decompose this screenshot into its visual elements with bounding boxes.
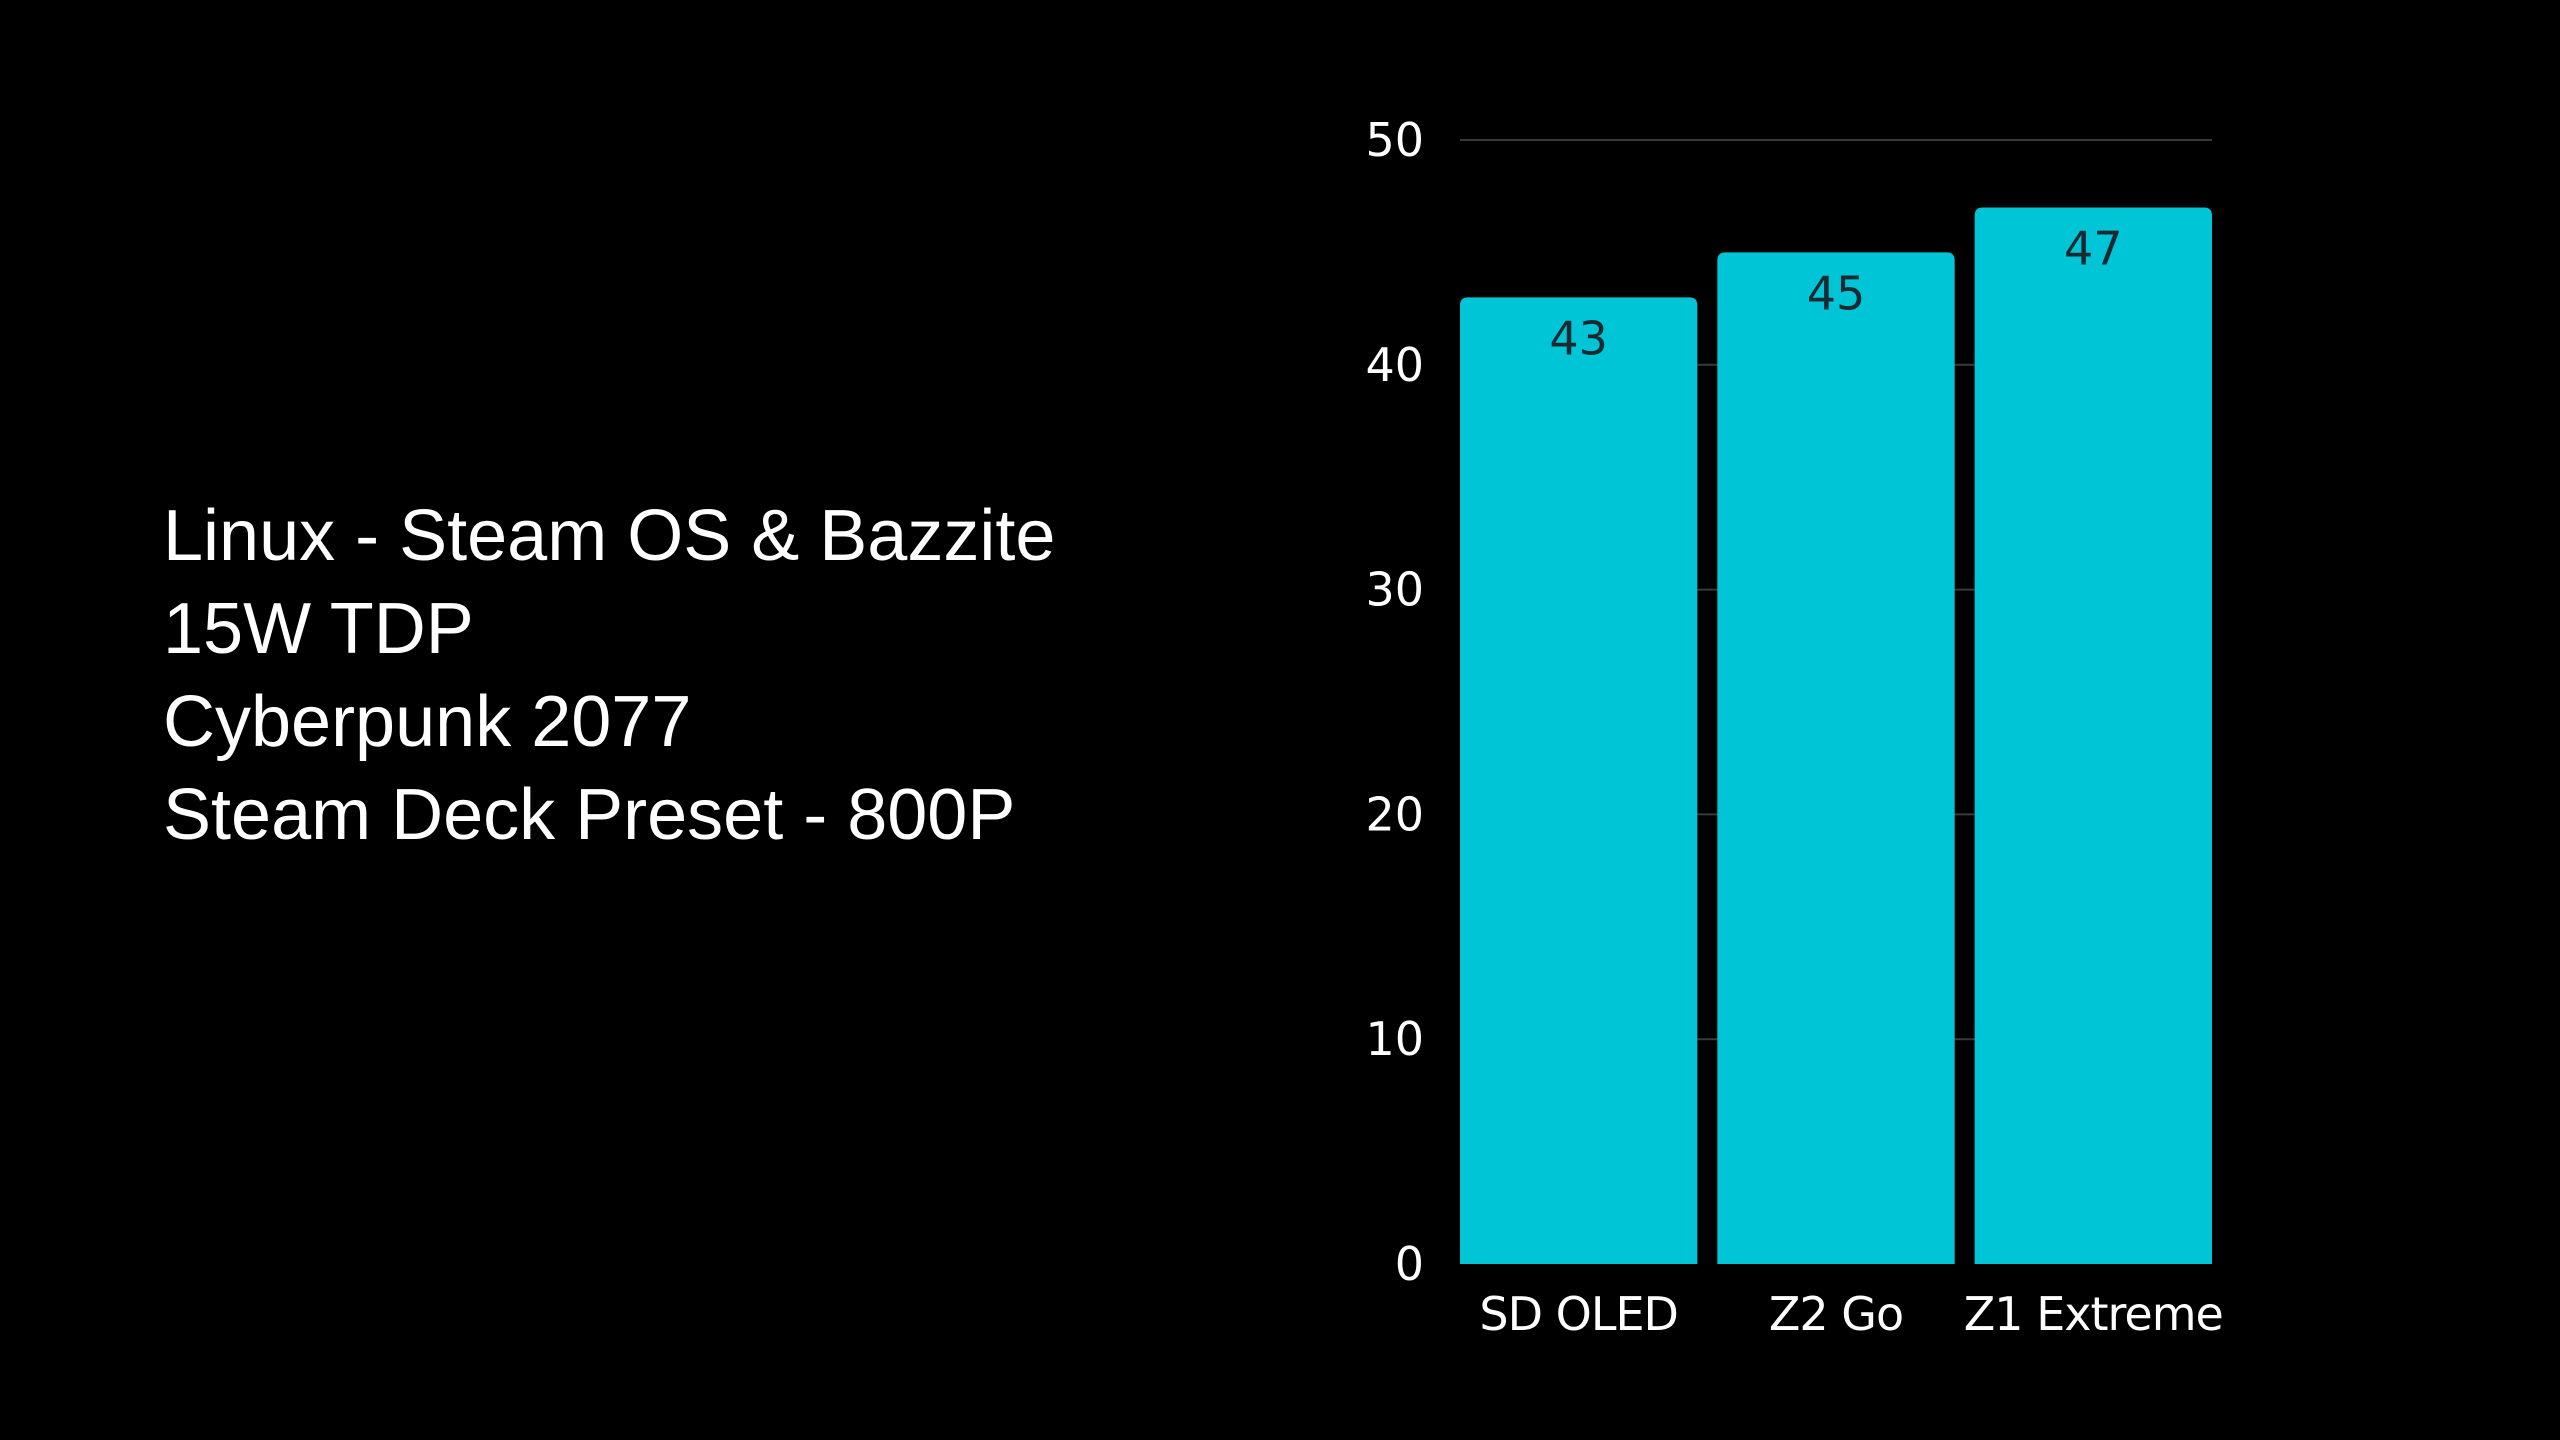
y-tick-label: 30 <box>1365 563 1424 617</box>
y-tick-label: 50 <box>1365 113 1424 167</box>
bar-z1-extreme <box>1974 207 2212 1265</box>
x-tick-label: Z1 Extreme <box>1964 1287 2223 1341</box>
info-tdp: 15W TDP <box>163 589 474 669</box>
info-game: Cyberpunk 2077 <box>163 682 692 762</box>
info-platform: Linux - Steam OS & Bazzite <box>163 496 1056 576</box>
bars <box>1460 207 2212 1265</box>
bar-sd-oled <box>1460 297 1698 1264</box>
x-tick-label: Z2 Go <box>1769 1287 1903 1341</box>
bar-z2-go <box>1717 252 1955 1264</box>
y-tick-label: 10 <box>1365 1012 1424 1066</box>
data-label: 43 <box>1549 311 1608 365</box>
x-axis-labels: SD OLED Z2 Go Z1 Extreme <box>1479 1287 2223 1341</box>
data-labels: 43 45 47 <box>1549 221 2122 365</box>
data-label: 47 <box>2064 221 2123 275</box>
y-tick-label: 20 <box>1365 787 1424 841</box>
benchmark-info: Linux - Steam OS & Bazzite 15W TDP Cyber… <box>163 490 1263 862</box>
info-preset: Steam Deck Preset - 800P <box>163 775 1016 855</box>
y-tick-label: 0 <box>1395 1237 1424 1291</box>
data-label: 45 <box>1807 266 1866 320</box>
x-tick-label: SD OLED <box>1479 1287 1678 1341</box>
y-tick-label: 40 <box>1365 338 1424 392</box>
y-axis-ticks: 0 10 20 30 40 50 <box>1365 113 1424 1291</box>
